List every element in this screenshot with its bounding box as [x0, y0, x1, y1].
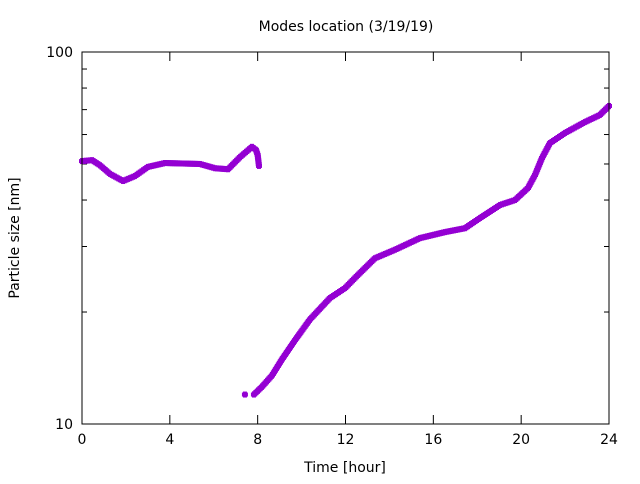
x-tick-label: 16 — [424, 432, 442, 448]
axes: 0 4 8 12 16 20 24 10 100 — [46, 45, 618, 448]
plot-frame — [81, 51, 610, 425]
x-tick-label: 0 — [78, 432, 87, 448]
x-tick-label: 20 — [512, 432, 530, 448]
x-tick-label: 8 — [253, 432, 262, 448]
data-point — [241, 391, 248, 398]
y-tick-label: 100 — [46, 45, 73, 61]
x-tick-label: 4 — [165, 432, 174, 448]
y-tick-label: 10 — [55, 417, 73, 433]
chart-title: Modes location (3/19/19) — [259, 19, 434, 35]
y-axis-label: Particle size [nm] — [7, 177, 23, 298]
x-tick-label: 24 — [600, 432, 618, 448]
x-tick-label: 12 — [337, 432, 355, 448]
marker-v — [256, 162, 261, 169]
x-axis-label: Time [hour] — [303, 460, 386, 476]
marker-v — [242, 391, 247, 398]
data-points — [79, 102, 612, 398]
data-point — [255, 162, 262, 169]
